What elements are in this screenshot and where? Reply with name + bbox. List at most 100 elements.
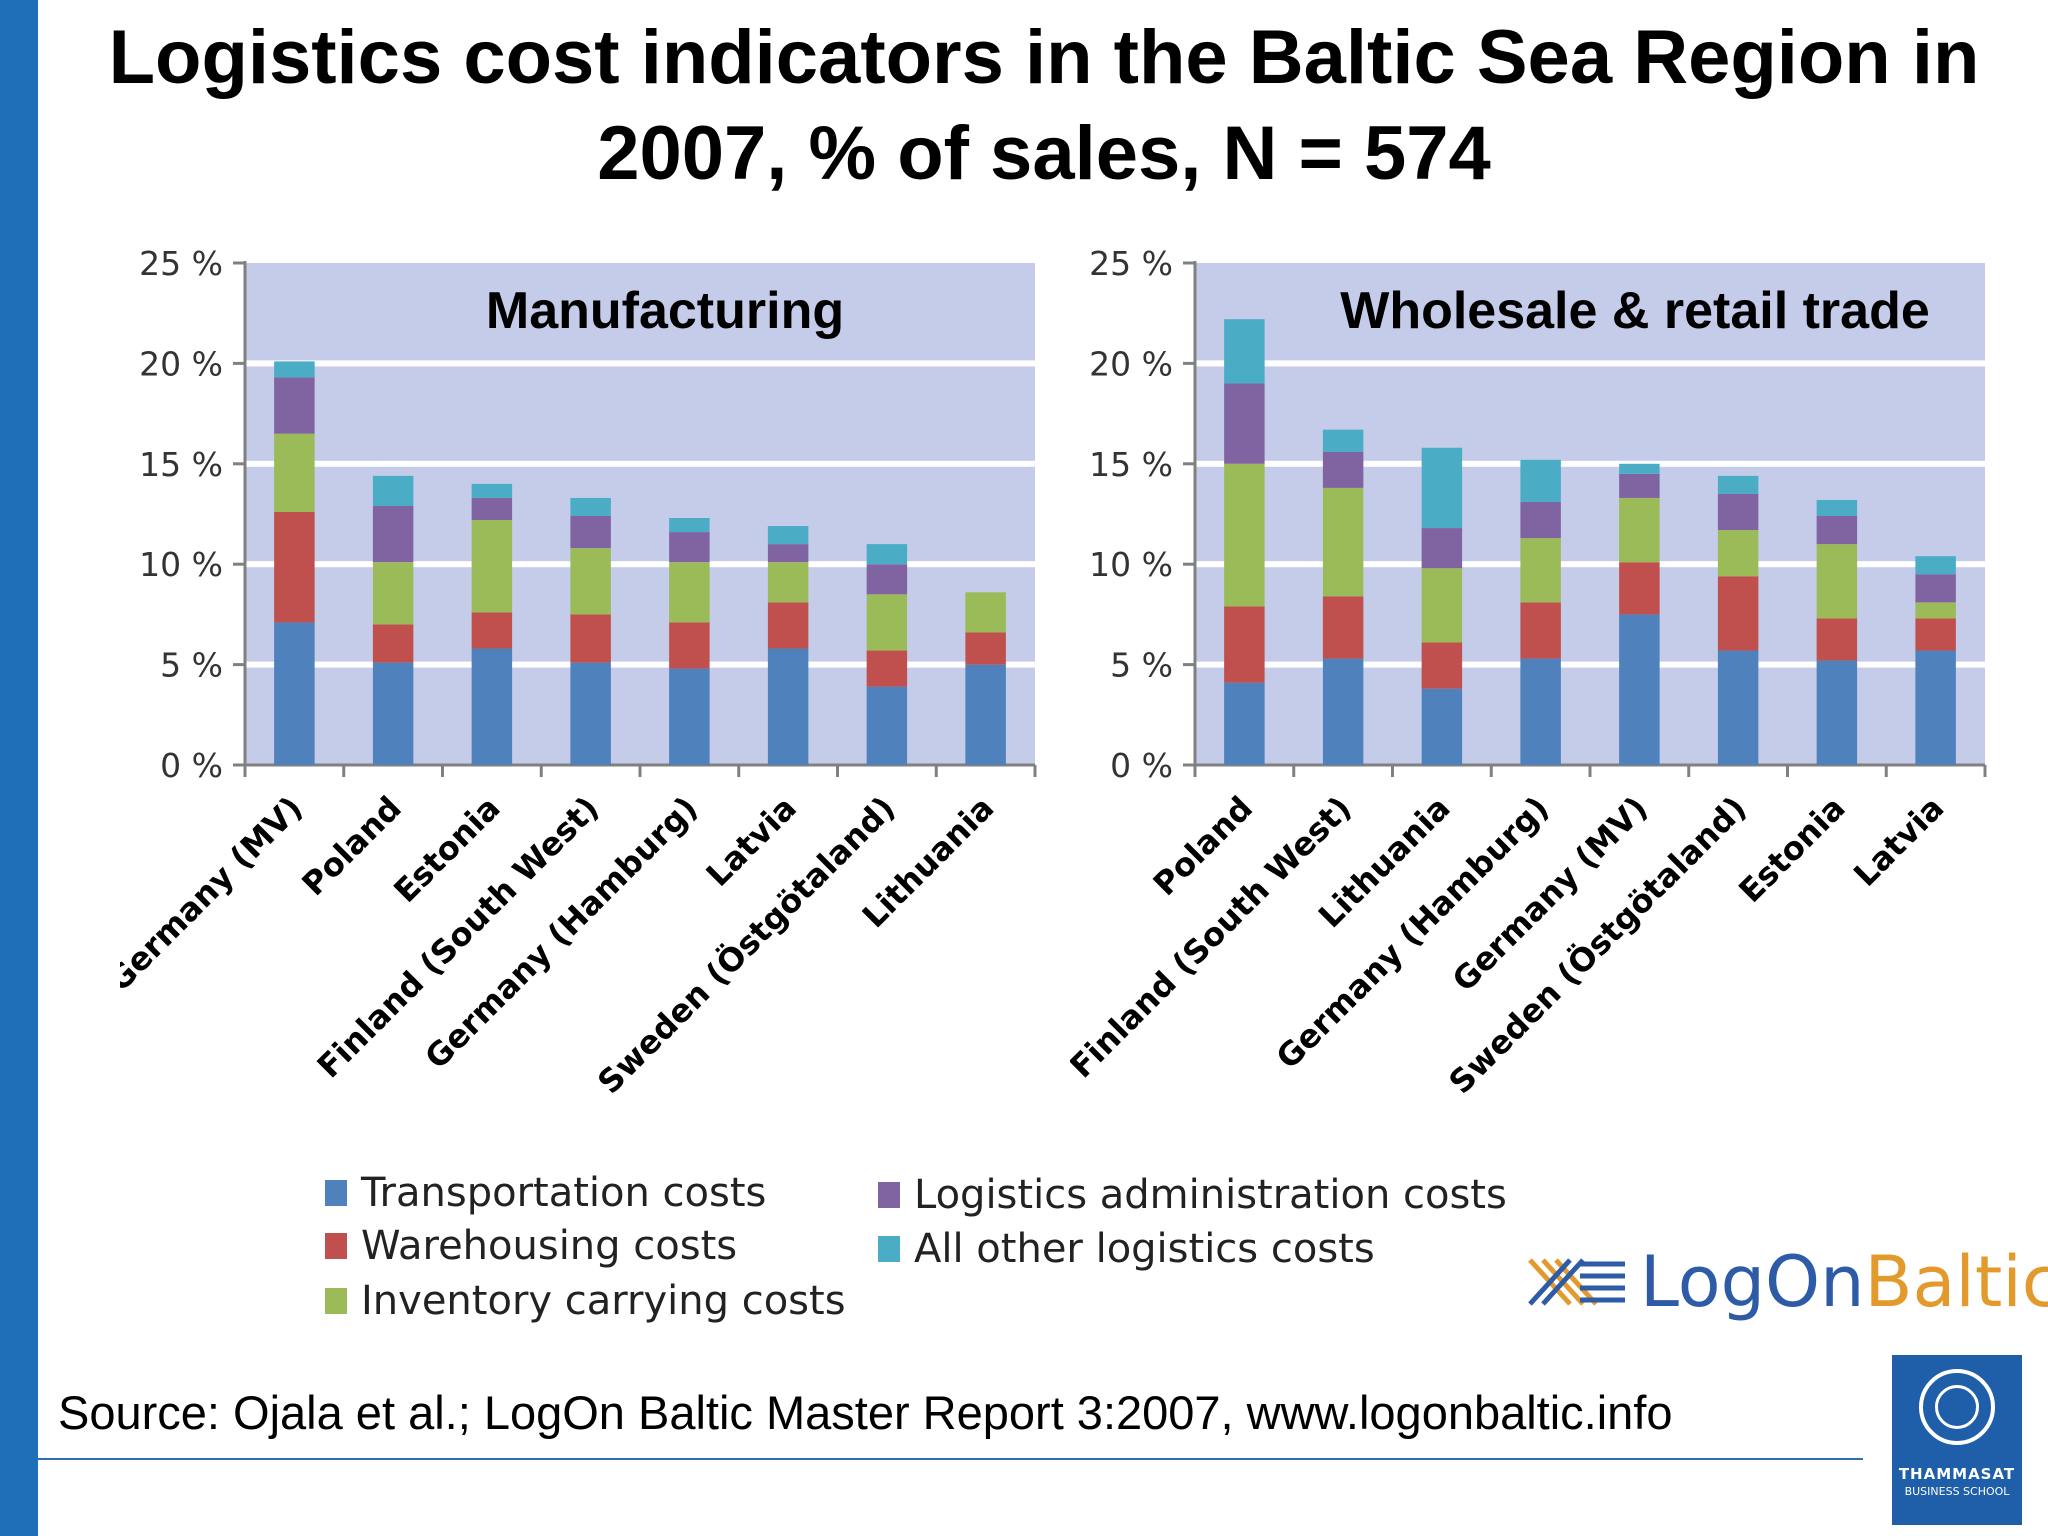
bar-segment-logistics-administration-costs — [669, 532, 710, 563]
bar-segment-warehousing-costs — [372, 624, 414, 663]
bar-segment-inventory-carrying-costs — [1717, 530, 1759, 577]
bar-segment-transportation-costs — [1421, 688, 1463, 765]
legend-swatch — [325, 1233, 347, 1259]
chart-title: Wholesale & retail trade — [1340, 282, 1930, 340]
bar-segment-logistics-administration-costs — [1816, 516, 1858, 545]
bar-segment-transportation-costs — [471, 648, 513, 765]
legend-swatch — [878, 1182, 900, 1208]
bar-segment-all-other-logistics-costs — [767, 526, 809, 545]
y-tick-label: 25 % — [139, 244, 223, 283]
x-tick-label: Germany (MV) — [120, 789, 310, 999]
bar-segment-logistics-administration-costs — [372, 505, 414, 563]
bar-segment-transportation-costs — [965, 664, 1006, 765]
bar-segment-warehousing-costs — [570, 614, 611, 663]
legend-label: Logistics administration costs — [914, 1172, 1507, 1218]
bar-segment-all-other-logistics-costs — [274, 361, 315, 378]
bar-segment-inventory-carrying-costs — [570, 548, 611, 615]
bar-segment-all-other-logistics-costs — [1224, 319, 1265, 384]
bar-segment-inventory-carrying-costs — [1421, 568, 1463, 643]
y-tick-label: 20 % — [139, 344, 223, 383]
bar-segment-all-other-logistics-costs — [866, 544, 908, 565]
bar-segment-transportation-costs — [1816, 660, 1858, 765]
source-citation: Source: Ojala et al.; LogOn Baltic Maste… — [58, 1386, 1673, 1439]
y-tick-label: 15 % — [139, 445, 223, 484]
bar-segment-all-other-logistics-costs — [1717, 475, 1759, 494]
school-subtitle: BUSINESS SCHOOL — [1904, 1485, 2010, 1498]
brand-part-baltic: Baltic — [1864, 1241, 2048, 1323]
chart-legend: Transportation costs Warehousing costs I… — [320, 1160, 1570, 1340]
bar-segment-transportation-costs — [1520, 658, 1561, 765]
gridline — [245, 360, 1035, 367]
bar-segment-warehousing-costs — [1421, 642, 1463, 689]
y-tick-label: 10 % — [139, 545, 223, 584]
bar-segment-warehousing-costs — [767, 602, 809, 649]
y-tick-label: 25 % — [1089, 244, 1173, 283]
legend-item-administration: Logistics administration costs — [878, 1172, 1507, 1218]
logonbaltic-logo: LogOnBaltic — [1525, 1240, 2048, 1325]
bar-segment-warehousing-costs — [1816, 618, 1858, 661]
bar-segment-logistics-administration-costs — [1717, 493, 1759, 531]
legend-item-warehousing: Warehousing costs — [325, 1223, 737, 1269]
legend-swatch — [325, 1180, 347, 1206]
page-title: Logistics cost indicators in the Baltic … — [108, 15, 1980, 196]
gridline — [245, 561, 1035, 568]
gridline — [1195, 661, 1985, 668]
brand-part-logon: LogOn — [1640, 1241, 1865, 1323]
bar-segment-warehousing-costs — [866, 650, 908, 687]
bar-segment-logistics-administration-costs — [1619, 473, 1660, 498]
footer-divider — [38, 1458, 1863, 1460]
bar-segment-inventory-carrying-costs — [669, 562, 710, 623]
bar-segment-inventory-carrying-costs — [1915, 602, 1956, 619]
legend-item-other: All other logistics costs — [878, 1226, 1375, 1272]
manufacturing-chart: 0 % 5 % 10 % 15 % 20 % 25 % Germany (MV) Poland… — [120, 235, 1040, 1145]
bar-segment-logistics-administration-costs — [767, 544, 809, 563]
bar-segment-transportation-costs — [1224, 682, 1265, 765]
bar-segment-warehousing-costs — [1717, 576, 1759, 651]
bar-segment-transportation-costs — [866, 686, 908, 765]
bar-segment-warehousing-costs — [669, 622, 710, 669]
y-tick-label: 0 % — [160, 746, 223, 785]
legend-label: All other logistics costs — [914, 1226, 1375, 1272]
left-accent-bar — [0, 0, 38, 1536]
bar-segment-all-other-logistics-costs — [372, 475, 414, 506]
x-tick-label: Estonia — [1731, 789, 1852, 910]
bar-segment-logistics-administration-costs — [1520, 501, 1561, 539]
bar-segment-warehousing-costs — [1915, 618, 1956, 651]
bar-segment-all-other-logistics-costs — [1915, 556, 1956, 575]
legend-label: Inventory carrying costs — [361, 1278, 846, 1324]
bar-segment-inventory-carrying-costs — [471, 520, 513, 613]
y-tick-label: 15 % — [1089, 445, 1173, 484]
school-name: THAMMASAT — [1898, 1465, 2016, 1483]
bar-segment-logistics-administration-costs — [866, 564, 908, 595]
bar-segment-inventory-carrying-costs — [767, 562, 809, 603]
bar-segment-transportation-costs — [372, 662, 414, 765]
gridline — [1195, 360, 1985, 367]
y-tick-label: 0 % — [1110, 746, 1173, 785]
bar-segment-inventory-carrying-costs — [1224, 463, 1265, 607]
bar-segment-inventory-carrying-costs — [866, 594, 908, 651]
bar-segment-all-other-logistics-costs — [669, 518, 710, 533]
thammasat-logo: THAMMASAT BUSINESS SCHOOL — [1892, 1355, 2022, 1525]
bar-segment-warehousing-costs — [965, 632, 1006, 665]
bar-segment-transportation-costs — [570, 662, 611, 765]
gridline — [1195, 561, 1985, 568]
legend-swatch — [878, 1236, 900, 1262]
bar-segment-inventory-carrying-costs — [1816, 544, 1858, 619]
bar-segment-all-other-logistics-costs — [1322, 429, 1364, 452]
y-tick-label: 20 % — [1089, 344, 1173, 383]
bar-segment-warehousing-costs — [1224, 606, 1265, 683]
university-seal-icon — [1919, 1369, 1995, 1445]
y-tick-label: 5 % — [160, 646, 223, 685]
bar-segment-all-other-logistics-costs — [1520, 459, 1561, 502]
manufacturing-chart-svg: 0 %5 %10 %15 %20 %25 %Germany (MV)Poland… — [120, 244, 1037, 1101]
bar-segment-inventory-carrying-costs — [1520, 538, 1561, 603]
bar-segment-inventory-carrying-costs — [372, 562, 414, 625]
bar-segment-all-other-logistics-costs — [1421, 447, 1463, 529]
bar-segment-transportation-costs — [669, 668, 710, 765]
gridline — [245, 661, 1035, 668]
logonbaltic-mark-icon — [1528, 1258, 1625, 1306]
bar-segment-logistics-administration-costs — [274, 377, 315, 434]
wholesale-chart: 0 % 5 % 10 % 15 % 20 % 25 % Poland Finland (Sou… — [1070, 235, 1990, 1145]
bar-segment-transportation-costs — [767, 648, 809, 765]
logonbaltic-wordmark: LogOnBaltic — [1640, 1240, 2048, 1325]
